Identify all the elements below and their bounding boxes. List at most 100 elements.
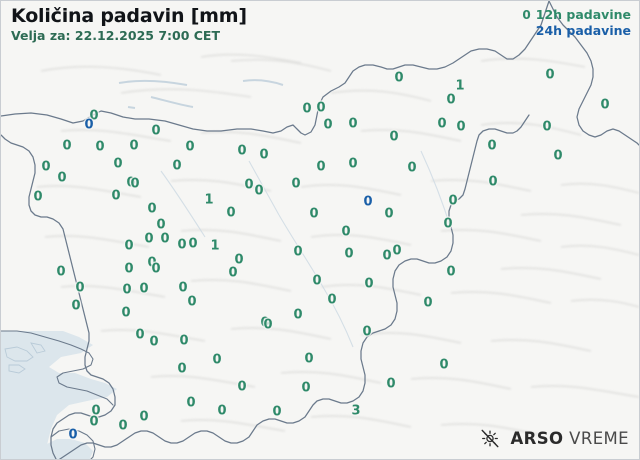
station-value: 0 bbox=[344, 246, 354, 262]
station-value: 0 bbox=[186, 395, 196, 411]
station-value: 0 bbox=[84, 117, 94, 133]
station-value: 0 bbox=[323, 117, 333, 133]
station-value: 0 bbox=[187, 294, 197, 310]
station-value: 0 bbox=[33, 189, 43, 205]
legend: 0 12h padavine 0 24h padavine bbox=[522, 7, 631, 39]
station-value: 0 bbox=[135, 327, 145, 343]
station-value: 0 bbox=[316, 100, 326, 116]
station-value: 0 bbox=[126, 175, 136, 191]
station-value: 0 bbox=[124, 261, 134, 277]
brand-logo: ARSO VREME bbox=[479, 427, 630, 449]
station-value: 0 bbox=[448, 193, 458, 209]
brand-arso: ARSO bbox=[510, 428, 564, 448]
legend-sample-12h: 0 bbox=[522, 8, 531, 22]
lagoon-detail bbox=[4, 342, 46, 374]
station-value: 0 bbox=[348, 116, 358, 132]
station-value: 0 bbox=[259, 147, 269, 163]
station-value: 0 bbox=[327, 292, 337, 308]
legend-item-24h: 0 24h padavine bbox=[522, 23, 631, 39]
legend-label-24h: 24h padavine bbox=[535, 23, 631, 38]
station-value: 0 bbox=[237, 379, 247, 395]
station-value: 0 bbox=[291, 176, 301, 192]
station-value: 0 bbox=[41, 159, 51, 175]
station-value: 0 bbox=[348, 156, 358, 172]
station-value: 0 bbox=[56, 264, 66, 280]
station-value: 0 bbox=[185, 139, 195, 155]
station-value: 0 bbox=[488, 174, 498, 190]
station-value: 0 bbox=[309, 206, 319, 222]
legend-item-12h: 0 12h padavine bbox=[522, 7, 631, 23]
station-value: 0 bbox=[130, 176, 140, 192]
station-value: 0 bbox=[423, 295, 433, 311]
station-value: 0 bbox=[139, 281, 149, 297]
station-value: 0 bbox=[553, 148, 563, 164]
station-value: 0 bbox=[244, 177, 254, 193]
station-value: 0 bbox=[446, 92, 456, 108]
station-value: 0 bbox=[439, 357, 449, 373]
station-value: 0 bbox=[545, 67, 555, 83]
brand-text: ARSO VREME bbox=[511, 429, 630, 448]
station-value: 0 bbox=[260, 315, 270, 331]
station-value: 0 bbox=[263, 317, 273, 333]
station-value: 0 bbox=[228, 265, 238, 281]
station-value: 0 bbox=[118, 418, 128, 434]
station-value: 0 bbox=[304, 351, 314, 367]
station-value: 0 bbox=[149, 334, 159, 350]
slovenia-border-east bbox=[548, 1, 639, 146]
station-value: 0 bbox=[364, 276, 374, 292]
station-value: 0 bbox=[217, 403, 227, 419]
sea-inlet bbox=[43, 439, 93, 459]
station-value: 0 bbox=[600, 97, 610, 113]
station-value: 1 bbox=[210, 238, 220, 254]
station-value: 0 bbox=[91, 403, 101, 419]
station-value: 0 bbox=[188, 236, 198, 252]
station-value: 0 bbox=[122, 282, 132, 298]
station-value: 0 bbox=[179, 333, 189, 349]
terrain-relief bbox=[36, 53, 639, 436]
station-value: 0 bbox=[177, 237, 187, 253]
station-value: 0 bbox=[386, 376, 396, 392]
station-value: 0 bbox=[177, 361, 187, 377]
station-value: 0 bbox=[226, 205, 236, 221]
station-value: 0 bbox=[293, 244, 303, 260]
station-value: 0 bbox=[542, 119, 552, 135]
station-value: 1 bbox=[204, 192, 214, 208]
station-value: 0 bbox=[341, 224, 351, 240]
sun-rays-icon bbox=[481, 429, 498, 448]
station-value: 0 bbox=[124, 238, 134, 254]
station-value: 0 bbox=[147, 201, 157, 217]
station-value: 0 bbox=[144, 231, 154, 247]
coastline bbox=[1, 330, 114, 406]
station-value: 0 bbox=[89, 414, 99, 430]
station-value: 0 bbox=[139, 409, 149, 425]
station-value: 0 bbox=[272, 404, 282, 420]
station-value: 0 bbox=[389, 129, 399, 145]
station-value: 0 bbox=[89, 108, 99, 124]
station-value: 0 bbox=[362, 324, 372, 340]
station-value: 0 bbox=[178, 280, 188, 296]
station-value: 0 bbox=[111, 188, 121, 204]
station-value: 0 bbox=[172, 158, 182, 174]
station-value: 0 bbox=[301, 380, 311, 396]
station-value: 0 bbox=[121, 305, 131, 321]
station-value: 0 bbox=[302, 101, 312, 117]
station-value: 0 bbox=[394, 70, 404, 86]
station-value: 0 bbox=[151, 261, 161, 277]
station-value: 0 bbox=[234, 252, 244, 268]
station-value: 3 bbox=[351, 403, 361, 419]
station-value: 0 bbox=[237, 143, 247, 159]
station-value: 0 bbox=[316, 159, 326, 175]
coastline-istria bbox=[50, 428, 96, 459]
legend-label-12h: 12h padavine bbox=[535, 7, 631, 22]
station-value: 0 bbox=[382, 248, 392, 264]
station-value: 0 bbox=[254, 183, 264, 199]
station-value: 0 bbox=[151, 123, 161, 139]
station-value: 0 bbox=[312, 273, 322, 289]
station-value: 0 bbox=[437, 116, 447, 132]
station-value: 0 bbox=[212, 352, 222, 368]
slovenia-border-southeast bbox=[58, 114, 530, 459]
slovenia-border bbox=[1, 1, 550, 136]
